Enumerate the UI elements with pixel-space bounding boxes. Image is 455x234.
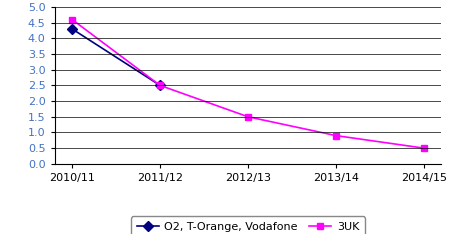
Line: O2, T-Orange, Vodafone: O2, T-Orange, Vodafone <box>69 26 163 89</box>
Line: 3UK: 3UK <box>69 16 427 152</box>
3UK <box>333 134 339 137</box>
3UK <box>70 18 75 21</box>
Legend: O2, T-Orange, Vodafone, 3UK: O2, T-Orange, Vodafone, 3UK <box>131 216 365 234</box>
O2, T-Orange, Vodafone <box>70 28 75 30</box>
3UK <box>421 147 426 150</box>
3UK <box>157 84 163 87</box>
3UK <box>245 115 251 118</box>
O2, T-Orange, Vodafone <box>157 84 163 87</box>
